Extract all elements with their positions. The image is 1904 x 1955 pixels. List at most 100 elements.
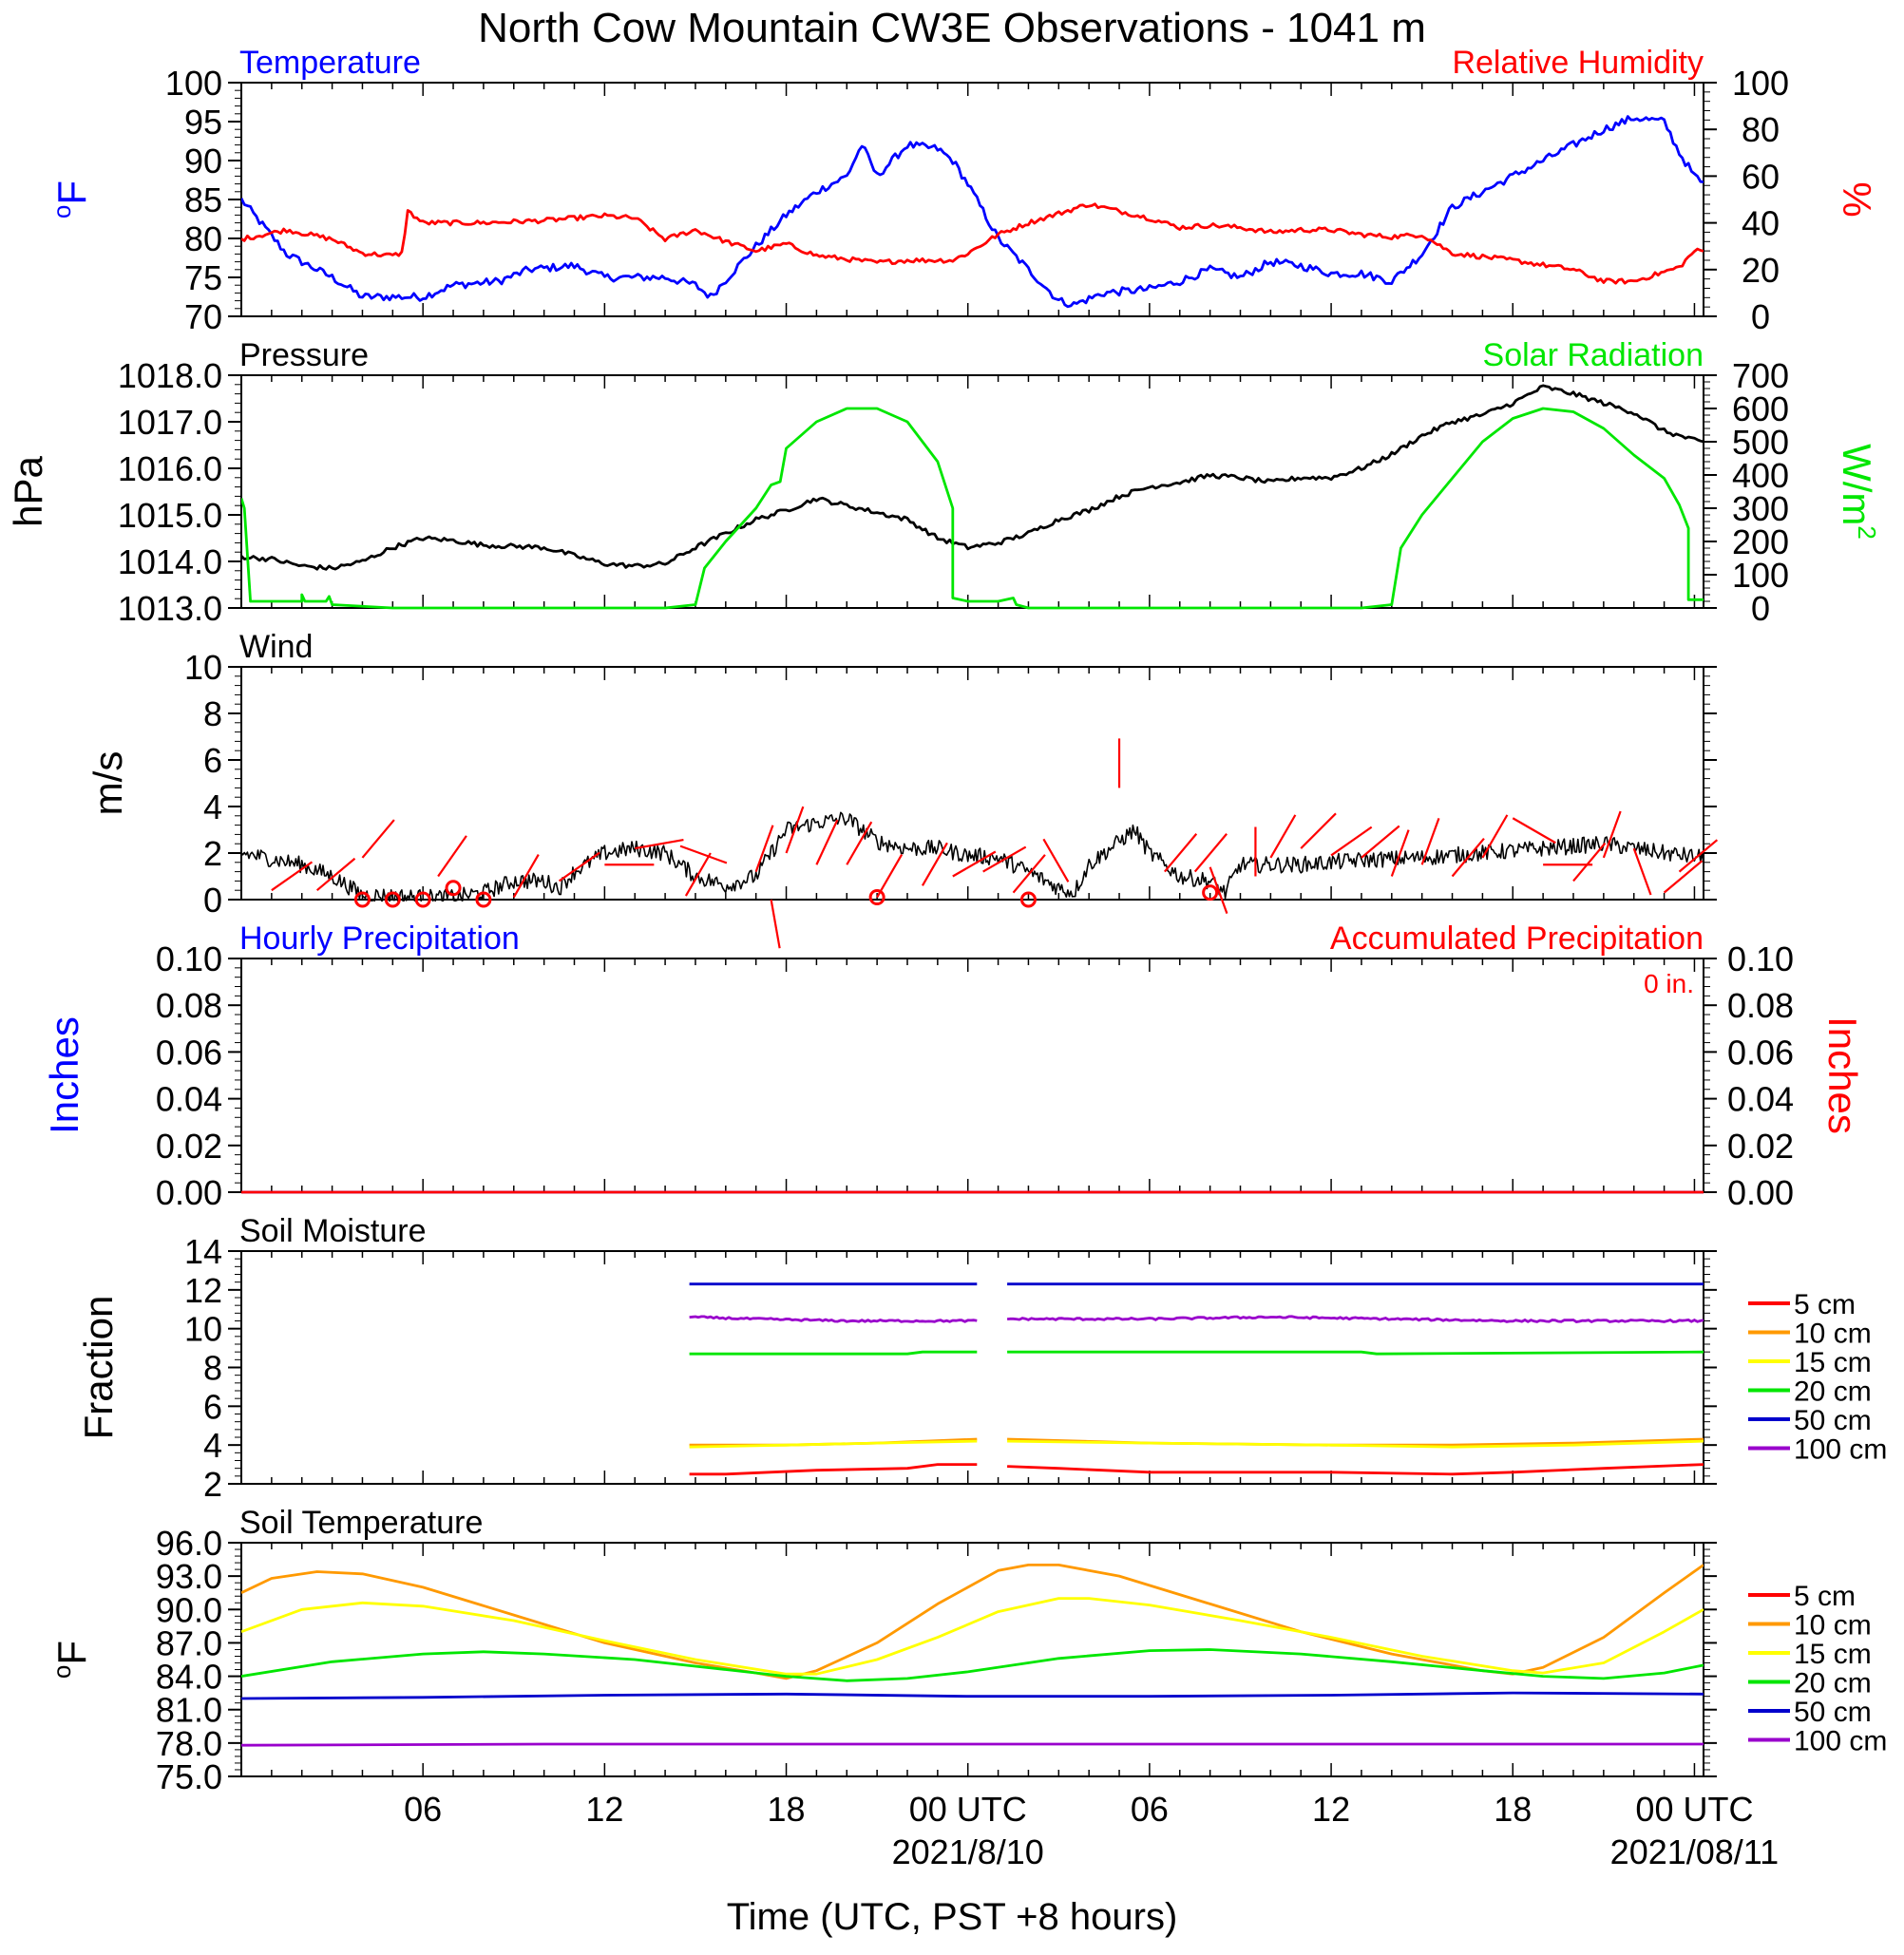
y-tick-label: 78.0 bbox=[156, 1724, 222, 1763]
y-axis-label: oF bbox=[48, 1641, 94, 1679]
y-tick-label: 14 bbox=[184, 1232, 222, 1271]
wind-barb bbox=[271, 861, 314, 892]
x-date-label: 2021/8/10 bbox=[892, 1832, 1044, 1871]
y-right-tick-label: 700 bbox=[1732, 356, 1789, 395]
panel-pressure_solar: 1018.0 1017.0 1016.0 1015.0 1014.0 1013.0 7006… bbox=[6, 337, 1881, 628]
x-tick-label: 06 bbox=[404, 1790, 442, 1829]
y-axis-label: Fraction bbox=[76, 1296, 121, 1440]
y-tick-label: 12 bbox=[184, 1271, 222, 1310]
wind-barb bbox=[1632, 847, 1652, 896]
wind-barb bbox=[361, 819, 395, 859]
wind-barb bbox=[754, 825, 774, 872]
wind-barb bbox=[1678, 839, 1719, 873]
y-right-tick-label: 0.10 bbox=[1727, 940, 1794, 978]
wind-barb bbox=[1572, 842, 1607, 883]
calm-wind-marker bbox=[414, 891, 431, 908]
y-tick-label: 93.0 bbox=[156, 1557, 222, 1596]
series-line-green bbox=[1007, 1350, 1704, 1356]
plot-frame bbox=[240, 666, 1704, 901]
series-line-navy bbox=[241, 1691, 1704, 1700]
wind-barb bbox=[846, 821, 873, 865]
series-line-yellow bbox=[1007, 1439, 1704, 1449]
series-line-red bbox=[689, 1463, 978, 1476]
y-tick-label: 75.0 bbox=[156, 1757, 222, 1796]
legend-label: 10 cm bbox=[1794, 1319, 1872, 1350]
y-tick-label: 95 bbox=[184, 103, 222, 142]
panel-right-title: Accumulated Precipitation bbox=[1330, 921, 1704, 957]
y-right-tick-label: 0.02 bbox=[1727, 1127, 1794, 1166]
wind-barb bbox=[815, 819, 839, 865]
series-group bbox=[241, 1564, 1704, 1747]
wind-barb bbox=[1663, 860, 1704, 894]
wind-barb bbox=[1481, 814, 1509, 859]
series-line-red bbox=[1007, 1463, 1704, 1476]
y-tick-label: 8 bbox=[203, 1349, 222, 1388]
y-right-tick-label: 0.00 bbox=[1727, 1173, 1794, 1212]
y-right-axis-label: % bbox=[1835, 181, 1879, 217]
wind-barb bbox=[982, 845, 1027, 873]
calm-wind-marker bbox=[445, 880, 462, 897]
x-tick-label: 00 UTC bbox=[1635, 1790, 1753, 1829]
y-tick-label: 4 bbox=[203, 1426, 222, 1465]
panel-precip: 0.10 0.08 0.06 0.04 0.02 0.00 0.10 0.08 0.06 0.04… bbox=[42, 921, 1865, 1212]
panel-wind: 10 8 6 4 2 0 Wind m/s bbox=[86, 629, 1719, 949]
y-tick-label: 0.02 bbox=[156, 1127, 222, 1166]
y-tick-label: 4 bbox=[203, 788, 222, 826]
x-date-label: 2021/08/11 bbox=[1610, 1832, 1780, 1871]
y-axis-label: hPa bbox=[6, 455, 50, 526]
y-tick-label: 90.0 bbox=[156, 1590, 222, 1629]
panel-left-title: Hourly Precipitation bbox=[239, 921, 520, 957]
wind-barb bbox=[921, 842, 948, 886]
y-right-tick-label: 0 bbox=[1751, 589, 1770, 628]
legend-label: 50 cm bbox=[1794, 1405, 1872, 1436]
calm-wind-marker bbox=[353, 891, 371, 908]
legend-label: 100 cm bbox=[1794, 1434, 1887, 1466]
y-tick-label: 70 bbox=[184, 297, 222, 336]
calm-wind-marker bbox=[1019, 891, 1037, 908]
calm-wind-marker bbox=[1202, 884, 1219, 902]
legend-label: 15 cm bbox=[1794, 1347, 1872, 1378]
plot-frame bbox=[240, 958, 1704, 1193]
y-right-tick-label: 60 bbox=[1742, 157, 1780, 196]
wind-barb bbox=[1163, 833, 1198, 873]
wind-barb bbox=[558, 851, 600, 883]
y-tick-label: 2 bbox=[203, 1465, 222, 1504]
legend-label: 15 cm bbox=[1794, 1639, 1872, 1670]
y-tick-label: 1017.0 bbox=[118, 403, 222, 442]
series-line-black bbox=[241, 811, 1704, 902]
wind-barb bbox=[1361, 825, 1400, 859]
x-tick-label: 18 bbox=[768, 1790, 806, 1829]
y-tick-label: 6 bbox=[203, 1387, 222, 1426]
y-tick-label: 84.0 bbox=[156, 1658, 222, 1697]
plot-frame bbox=[240, 82, 1704, 317]
y-right-tick-label: 500 bbox=[1732, 423, 1789, 462]
panel-right-title: Solar Radiation bbox=[1483, 337, 1704, 373]
x-tick-label: 12 bbox=[585, 1790, 623, 1829]
y-tick-label: 1015.0 bbox=[118, 496, 222, 535]
y-tick-label: 8 bbox=[203, 694, 222, 733]
y-right-tick-label: 40 bbox=[1742, 204, 1780, 243]
x-tick-label: 18 bbox=[1494, 1790, 1532, 1829]
y-tick-label: 0.06 bbox=[156, 1033, 222, 1072]
series-group bbox=[241, 384, 1704, 610]
series-line-green bbox=[241, 1648, 1704, 1682]
wind-barb bbox=[1451, 837, 1485, 878]
wind-barb bbox=[1209, 866, 1228, 914]
legend-label: 50 cm bbox=[1794, 1697, 1872, 1728]
y-tick-label: 100 bbox=[165, 64, 222, 103]
series-line-yellow bbox=[241, 1597, 1704, 1676]
y-tick-label: 80 bbox=[184, 219, 222, 258]
wind-barb bbox=[785, 806, 805, 854]
series-line-red bbox=[241, 202, 1704, 285]
y-axis-label: m/s bbox=[86, 751, 130, 816]
legend-label: 5 cm bbox=[1794, 1289, 1856, 1320]
panel-left-title: Wind bbox=[239, 629, 313, 665]
y-right-axis-label: W/m2 bbox=[1835, 444, 1881, 540]
y-right-tick-label: 300 bbox=[1732, 489, 1789, 528]
y-right-axis-label: Inches bbox=[1820, 1016, 1865, 1134]
